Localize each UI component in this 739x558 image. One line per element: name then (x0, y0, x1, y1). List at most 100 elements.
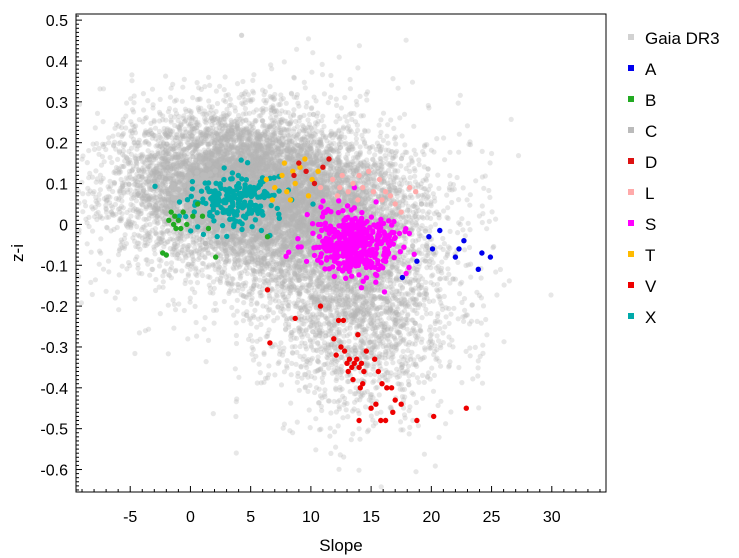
gaia-point (296, 178, 302, 184)
gaia-point (231, 162, 237, 168)
gaia-point (167, 94, 173, 100)
gaia-point (230, 162, 237, 168)
gaia-point (225, 112, 231, 118)
gaia-point (250, 77, 256, 83)
gaia-point (305, 186, 311, 192)
gaia-point (288, 164, 294, 170)
gaia-point (319, 177, 325, 183)
gaia-point (135, 262, 141, 268)
gaia-point (238, 248, 244, 254)
gaia-point (293, 187, 299, 193)
gaia-point (166, 105, 172, 112)
gaia-point (221, 87, 227, 93)
gaia-point (167, 143, 174, 149)
gaia-point (141, 168, 147, 174)
gaia-point (92, 125, 98, 131)
gaia-point (282, 183, 288, 189)
gaia-point (151, 177, 157, 183)
gaia-point (292, 208, 298, 215)
gaia-point (136, 117, 142, 123)
gaia-point (244, 167, 251, 173)
gaia-point (171, 166, 178, 172)
gaia-point (153, 169, 159, 175)
gaia-point (97, 187, 103, 193)
gaia-point (148, 178, 154, 184)
gaia-point (149, 171, 155, 177)
gaia-point (285, 183, 291, 189)
gaia-point (156, 118, 163, 124)
gaia-point (230, 276, 236, 282)
gaia-point (276, 102, 282, 108)
gaia-point (230, 149, 236, 155)
gaia-point (178, 238, 184, 244)
gaia-point (189, 133, 195, 139)
gaia-point (154, 168, 160, 175)
gaia-point (252, 172, 258, 178)
gaia-point (147, 153, 154, 159)
gaia-point (293, 202, 299, 208)
gaia-point (292, 201, 298, 208)
gaia-point (234, 123, 240, 129)
gaia-point (97, 214, 103, 220)
gaia-point (237, 240, 244, 246)
gaia-point (128, 145, 135, 151)
gaia-point (235, 150, 241, 156)
gaia-point (309, 105, 315, 111)
gaia-point (95, 209, 101, 215)
gaia-point (270, 180, 276, 186)
gaia-point (127, 174, 133, 180)
gaia-point (388, 187, 394, 193)
gaia-point (190, 135, 196, 142)
gaia-point (162, 131, 168, 137)
gaia-point (380, 206, 386, 212)
gaia-point (174, 156, 180, 162)
gaia-point (177, 128, 183, 134)
gaia-point (126, 182, 132, 188)
gaia-point (260, 156, 266, 162)
gaia-point (305, 173, 311, 179)
gaia-point (179, 148, 185, 154)
gaia-point (180, 173, 186, 180)
gaia-point (301, 136, 307, 142)
gaia-point (151, 153, 157, 160)
gaia-point (192, 266, 198, 272)
gaia-point (288, 202, 294, 208)
gaia-point (90, 141, 96, 147)
gaia-point (271, 241, 277, 247)
gaia-point (205, 133, 211, 139)
gaia-point (183, 129, 189, 135)
gaia-point (268, 110, 274, 116)
gaia-point (168, 260, 175, 266)
gaia-point (153, 276, 159, 283)
gaia-point (117, 190, 123, 196)
gaia-point (179, 268, 185, 274)
gaia-point (228, 145, 234, 151)
gaia-point (167, 236, 173, 242)
gaia-point (160, 229, 166, 235)
gaia-point (256, 135, 262, 141)
gaia-point (185, 121, 192, 127)
gaia-point (172, 107, 178, 113)
gaia-point (256, 135, 262, 141)
gaia-point (153, 199, 159, 205)
gaia-point (340, 124, 346, 130)
gaia-point (201, 168, 207, 174)
gaia-point (229, 163, 236, 169)
gaia-point (162, 177, 168, 183)
gaia-point (202, 108, 208, 114)
gaia-point (130, 166, 136, 172)
gaia-point (279, 225, 285, 231)
gaia-point (229, 124, 236, 131)
gaia-point (347, 112, 353, 118)
gaia-point (118, 185, 124, 191)
gaia-point (249, 148, 256, 154)
gaia-point (244, 145, 250, 151)
gaia-point (278, 97, 284, 103)
gaia-point (265, 163, 271, 169)
gaia-point (320, 155, 326, 162)
gaia-point (144, 196, 151, 202)
gaia-point (131, 195, 137, 201)
gaia-point (139, 196, 145, 202)
gaia-point (135, 191, 141, 197)
